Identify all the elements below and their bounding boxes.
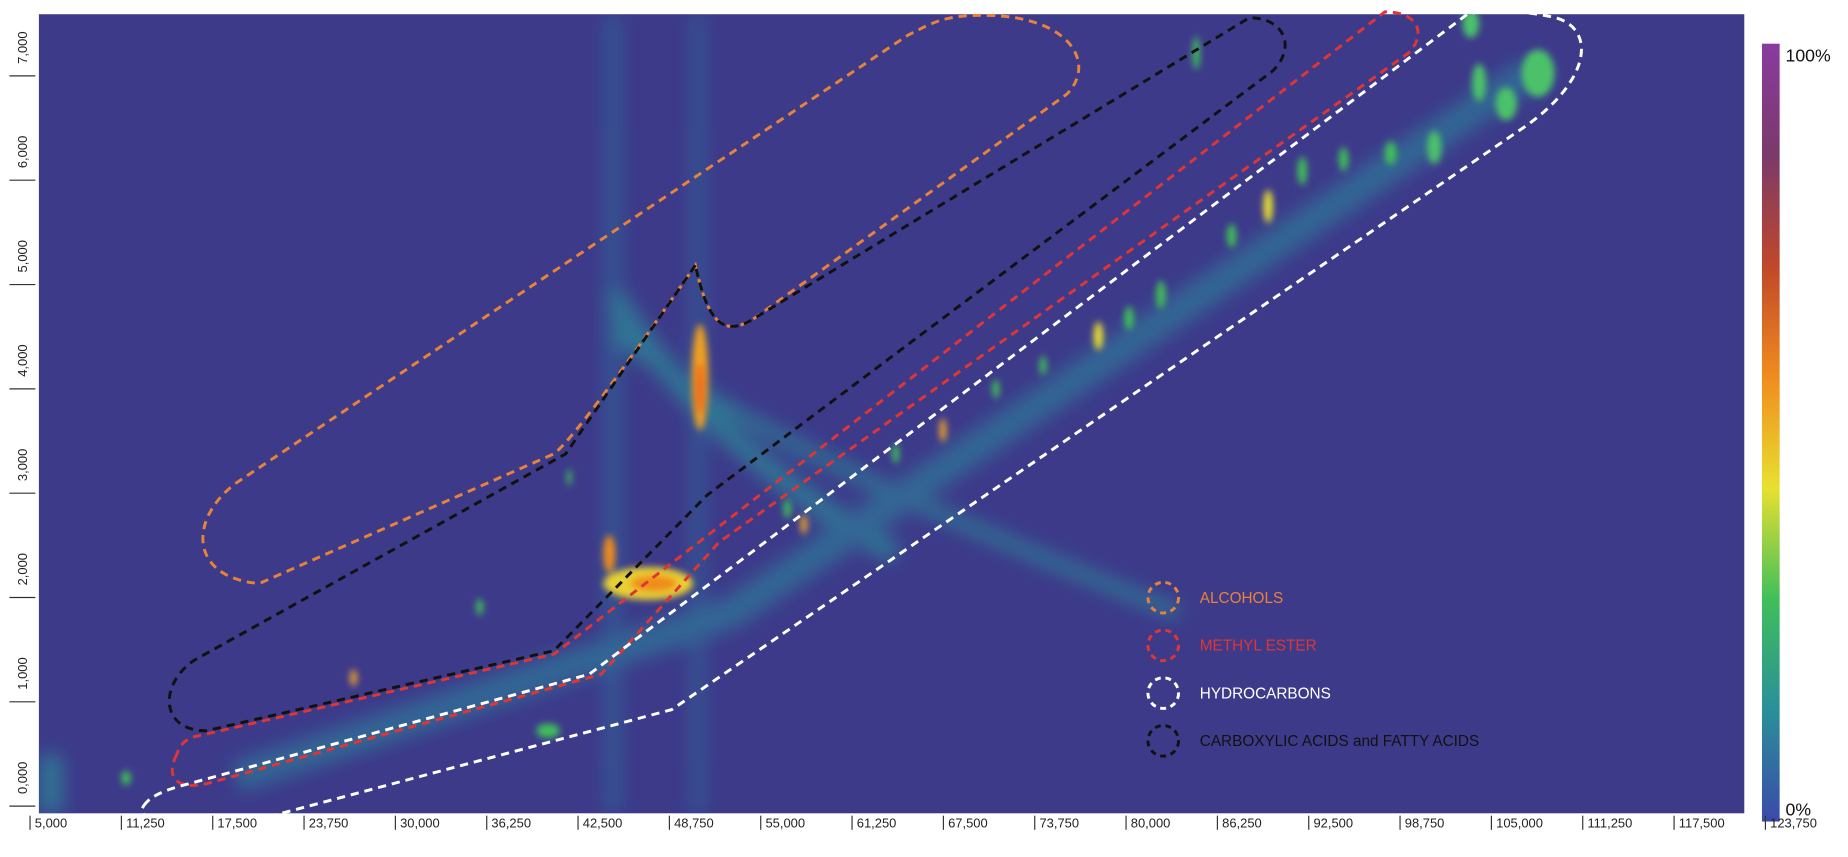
chart: ALCOHOLS METHYL ESTER HYDROCARBONS CARBOXYL… [0,0,1848,857]
x-tick-label: 55,000 [765,815,805,830]
y-tick-label: 3,000 [15,449,30,481]
y-tick-label: 7,000 [15,31,30,63]
x-tick-label: 36,250 [491,815,531,830]
x-tick-label: 42,500 [583,815,623,830]
colorbar-label: 100% [1786,45,1831,65]
x-tick-label: 111,250 [1587,815,1632,830]
x-tick-label: 17,500 [217,815,257,830]
y-tick-label: 0,000 [15,762,30,794]
x-tick-label: 105,000 [1496,815,1543,830]
legend-label: ALCOHOLS [1200,590,1283,607]
colorbar-label: 0% [1786,800,1812,820]
x-tick-label: 67,500 [948,815,988,830]
x-tick-label: 11,250 [126,815,165,830]
y-tick-label: 4,000 [15,344,30,376]
x-tick-label: 86,250 [1222,815,1262,830]
x-tick-label: 80,000 [1131,815,1171,830]
x-tick-label: 73,750 [1039,815,1079,830]
x-tick-label: 61,250 [857,815,897,830]
x-tick-label: 48,750 [674,815,714,830]
colorbar [1762,44,1780,822]
plot-background [39,14,1744,813]
y-tick-label: 1,000 [15,657,30,689]
legend-label: HYDROCARBONS [1200,685,1331,702]
x-tick-label: 5,000 [35,815,67,830]
legend-label: METHYL ESTER [1200,638,1317,655]
y-tick-label: 2,000 [15,553,30,585]
y-tick-label: 6,000 [15,136,30,168]
x-tick-label: 30,000 [400,815,440,830]
x-tick-label: 92,500 [1313,815,1353,830]
x-tick-label: 117,500 [1679,815,1725,830]
y-tick-label: 5,000 [15,240,30,272]
x-tick-label: 23,750 [309,815,349,830]
legend-label: CARBOXYLIC ACIDS and FATTY ACIDS [1200,733,1479,750]
x-tick-label: 98,750 [1405,815,1445,830]
